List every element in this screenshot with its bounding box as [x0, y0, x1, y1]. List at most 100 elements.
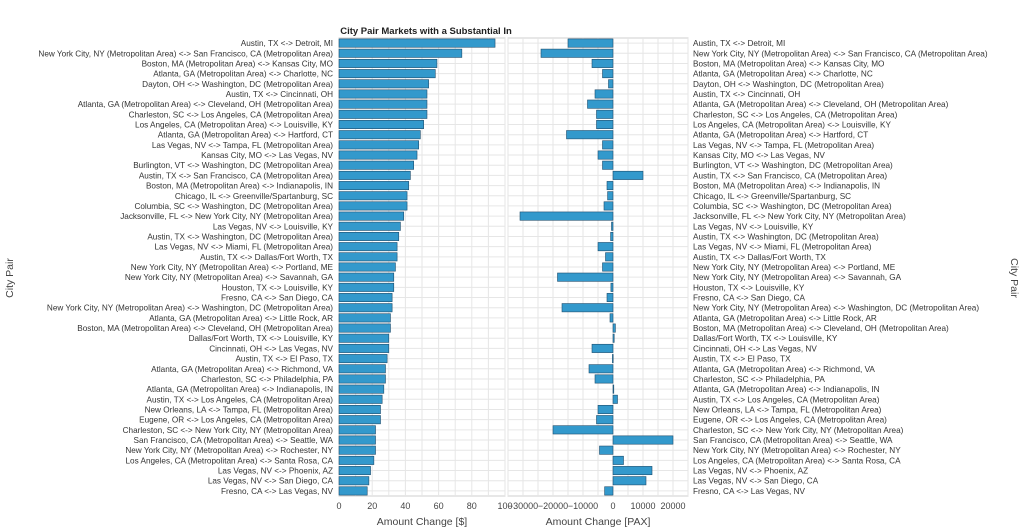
bar-pax	[612, 455, 624, 465]
x-tick-label-amount: 20	[367, 501, 377, 511]
x-tick-label-amount: 60	[434, 501, 444, 511]
category-label-left: Atlanta, GA (Metropolitan Area) <-> Clev…	[78, 100, 334, 109]
bar-amount	[338, 343, 390, 353]
bar-amount	[338, 486, 368, 496]
bar-pax	[612, 466, 653, 476]
bar-pax	[602, 140, 614, 150]
bar-amount	[338, 364, 386, 374]
bar-amount	[338, 425, 376, 435]
category-label-left: Austin, TX <-> Washington, DC (Metropoli…	[147, 232, 333, 241]
bar-amount	[338, 272, 395, 282]
bar-amount	[338, 201, 408, 211]
bar-pax	[519, 211, 614, 221]
category-label-left: Austin, TX <-> Dallas/Fort Worth, TX	[200, 253, 333, 262]
category-label-left: New York City, NY (Metropolitan Area) <-…	[125, 446, 333, 455]
bar-amount	[338, 415, 381, 425]
bar-amount	[338, 99, 428, 109]
bar-pax	[594, 89, 614, 99]
category-label-left: Boston, MA (Metropolitan Area) <-> India…	[146, 182, 333, 191]
bar-pax	[599, 445, 614, 455]
x-tick-label-pax: −10000	[568, 501, 598, 511]
bar-amount	[338, 384, 385, 394]
category-label-right: Kansas City, MO <-> Las Vegas, NV	[693, 151, 825, 160]
category-label-left: Houston, TX <-> Louisville, KY	[222, 283, 334, 292]
category-label-left: New Orleans, LA <-> Tampa, FL (Metropoli…	[145, 405, 334, 414]
category-label-right: Atlanta, GA (Metropolitan Area) <-> Indi…	[693, 385, 880, 394]
category-label-right: Atlanta, GA (Metropolitan Area) <-> Litt…	[693, 314, 877, 323]
bar-pax	[602, 69, 614, 79]
category-label-right: Las Vegas, NV <-> Tampa, FL (Metropolita…	[693, 141, 874, 150]
category-label-right: Dayton, OH <-> Washington, DC (Metropoli…	[693, 80, 884, 89]
bar-amount	[338, 374, 386, 384]
bar-amount	[338, 89, 428, 99]
bar-amount	[338, 354, 388, 364]
bar-amount	[338, 405, 381, 414]
bar-pax	[612, 333, 615, 343]
bar-amount	[338, 221, 401, 231]
category-label-left: Atlanta, GA (Metropolitan Area) <-> Hart…	[158, 131, 333, 140]
bar-pax	[611, 221, 614, 231]
category-label-left: Las Vegas, NV <-> Phoenix, AZ	[218, 467, 333, 476]
category-labels: Austin, TX <-> Detroit, MI Austin, TX <->…	[38, 39, 987, 496]
y-axis-title-right: City Pair	[1008, 258, 1020, 298]
category-label-left: Chicago, IL <-> Greenville/Spartanburg, …	[175, 192, 333, 201]
category-label-left: Boston, MA (Metropolitan Area) <-> Cleve…	[77, 324, 333, 333]
category-label-left: Las Vegas, NV <-> Miami, FL (Metropolita…	[154, 243, 333, 252]
category-label-left: Charleston, SC <-> Philadelphia, PA	[201, 375, 333, 384]
category-label-right: Cincinnati, OH <-> Las Vegas, NV	[693, 344, 817, 353]
bar-amount	[338, 282, 395, 292]
x-axis-title-amount: Amount Change [$]	[377, 516, 468, 528]
bar-amount	[338, 323, 391, 333]
bar-pax	[612, 435, 674, 445]
category-label-left: Burlington, VT <-> Washington, DC (Metro…	[133, 161, 333, 170]
category-label-right: San Francisco, CA (Metropolitan Area) <-…	[693, 436, 893, 445]
category-label-right: Atlanta, GA (Metropolitan Area) <-> Char…	[693, 70, 873, 79]
y-axis-title-left: City Pair	[4, 258, 16, 298]
bar-amount	[338, 38, 496, 48]
category-label-left: Charleston, SC <-> Los Angeles, CA (Metr…	[129, 110, 334, 119]
x-tick-label-amount: 100	[497, 501, 512, 511]
x-tick-label-amount: 40	[400, 501, 410, 511]
bar-pax	[612, 323, 616, 333]
category-label-right: Fresno, CA <-> San Diego, CA	[693, 294, 805, 303]
bar-amount	[338, 313, 391, 323]
category-label-right: Los Angeles, CA (Metropolitan Area) <-> …	[693, 456, 901, 465]
category-label-right: Austin, TX <-> Cincinnati, OH	[693, 90, 800, 99]
category-label-left: Los Angeles, CA (Metropolitan Area) <-> …	[135, 121, 334, 130]
bar-amount	[338, 48, 463, 58]
category-label-left: Jacksonville, FL <-> New York City, NY (…	[120, 212, 333, 221]
category-label-right: Columbia, SC <-> Washington, DC (Metropo…	[693, 202, 892, 211]
bar-pax	[610, 282, 614, 292]
category-label-right: New Orleans, LA <-> Tampa, FL (Metropoli…	[693, 405, 882, 414]
x-tick-label-pax: 0	[610, 501, 615, 511]
bar-pax	[612, 354, 614, 364]
category-label-right: Charleston, SC <-> Los Angeles, CA (Metr…	[693, 110, 898, 119]
bar-pax	[608, 79, 614, 89]
bar-amount	[338, 303, 393, 313]
bar-amount	[338, 252, 398, 262]
category-label-left: Columbia, SC <-> Washington, DC (Metropo…	[134, 202, 333, 211]
category-label-right: Los Angeles, CA (Metropolitan Area) <-> …	[693, 121, 892, 130]
bar-pax	[605, 252, 614, 262]
category-label-left: Atlanta, GA (Metropolitan Area) <-> Indi…	[146, 385, 333, 394]
category-label-right: Jacksonville, FL <-> New York City, NY (…	[693, 212, 906, 221]
bar-amount	[338, 120, 424, 129]
bar-pax	[610, 231, 614, 241]
category-label-right: Las Vegas, NV <-> Louisville, KY	[693, 222, 814, 231]
category-label-left: Las Vegas, NV <-> Tampa, FL (Metropolita…	[152, 141, 333, 150]
category-label-left: San Francisco, CA (Metropolitan Area) <-…	[134, 436, 334, 445]
bar-pax	[596, 415, 614, 425]
bar-amount	[338, 333, 390, 343]
bars	[338, 38, 674, 496]
category-label-left: Fresno, CA <-> San Diego, CA	[221, 294, 333, 303]
category-label-left: Dayton, OH <-> Washington, DC (Metropoli…	[142, 80, 333, 89]
bar-amount	[338, 435, 376, 445]
bar-pax	[591, 343, 614, 353]
bar-pax	[557, 272, 614, 282]
category-label-right: Burlington, VT <-> Washington, DC (Metro…	[693, 161, 893, 170]
category-label-right: New York City, NY (Metropolitan Area) <-…	[693, 263, 896, 272]
bar-pax	[606, 293, 614, 303]
chart-title: City Pair Markets with a Substantial In	[340, 26, 512, 37]
category-label-left: Cincinnati, OH <-> Las Vegas, NV	[209, 344, 333, 353]
